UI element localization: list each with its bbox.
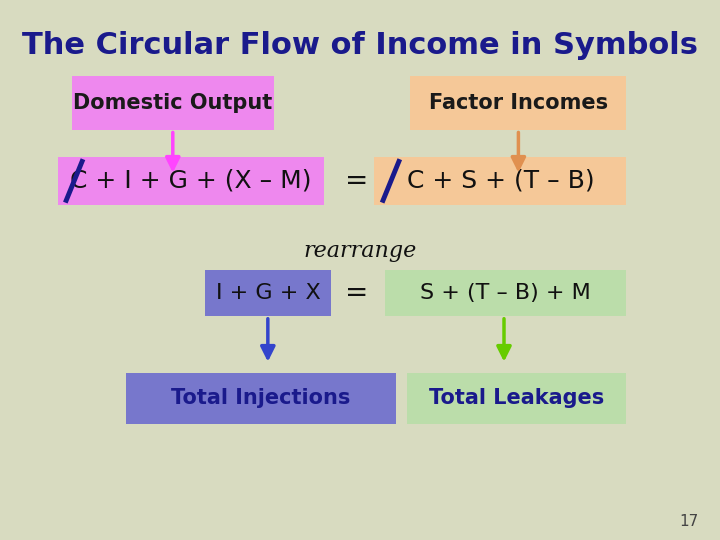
Text: 17: 17 [679,514,698,529]
Text: =: = [345,167,368,195]
Text: Total Injections: Total Injections [171,388,351,408]
FancyBboxPatch shape [374,157,626,205]
Text: Domestic Output: Domestic Output [73,92,272,113]
Text: Factor Incomes: Factor Incomes [429,92,608,113]
Text: rearrange: rearrange [303,240,417,262]
Text: S + (T – B) + M: S + (T – B) + M [420,283,591,303]
FancyBboxPatch shape [410,76,626,130]
Text: I + G + X: I + G + X [216,283,320,303]
Text: =: = [345,279,368,307]
Text: C + I + G + (X – M): C + I + G + (X – M) [70,169,312,193]
Text: Total Leakages: Total Leakages [429,388,604,408]
FancyBboxPatch shape [126,373,396,424]
FancyBboxPatch shape [58,157,324,205]
FancyBboxPatch shape [407,373,626,424]
Text: The Circular Flow of Income in Symbols: The Circular Flow of Income in Symbols [22,31,698,60]
Text: C + S + (T – B): C + S + (T – B) [407,169,594,193]
FancyBboxPatch shape [385,270,626,316]
FancyBboxPatch shape [205,270,331,316]
FancyBboxPatch shape [72,76,274,130]
